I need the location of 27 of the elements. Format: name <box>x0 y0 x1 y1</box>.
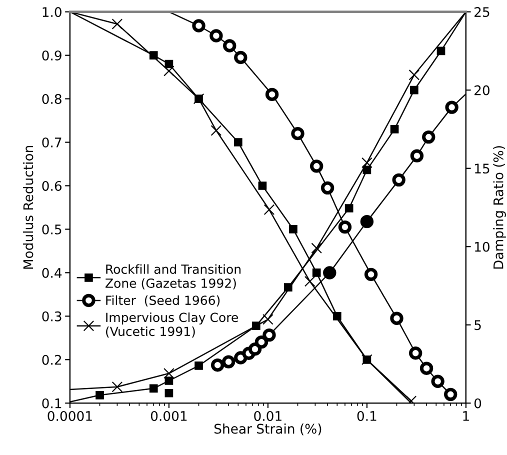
y-tick-label: 0.8 <box>42 94 62 104</box>
legend-label: Filter (Seed 1966) <box>106 295 220 306</box>
y2-tick-label: 15 <box>475 164 490 174</box>
x-axis-title: Shear Strain (%) <box>214 424 322 436</box>
x-tick-label: 0.001 <box>150 411 187 421</box>
x-tick-label: 1 <box>463 411 469 421</box>
y-tick-label: 0.5 <box>42 224 62 234</box>
y2-tick-label: 20 <box>474 85 490 96</box>
y-tick-label: 0.3 <box>42 311 62 322</box>
y2-tick-label: 0 <box>474 398 482 408</box>
y2-tick-label: 25 <box>474 7 490 18</box>
y-tick-label: 0.9 <box>42 50 62 61</box>
y-tick-label: 0.2 <box>42 354 62 365</box>
y2-tick-label: 10 <box>475 242 490 252</box>
legend-label: Rockfill and Transition Zone (Gazetas 1992) <box>106 264 241 290</box>
y2-axis-title: Damping Ratio (%) <box>493 146 506 269</box>
y-tick-label: 0.1 <box>42 398 62 408</box>
y2-tick-label: 5 <box>474 320 481 330</box>
y-tick-label: 0.6 <box>42 180 62 191</box>
y-tick-label: 0.4 <box>42 268 62 278</box>
y-tick-label: 0.7 <box>42 137 62 148</box>
x-tick-label: 0.0001 <box>48 411 92 421</box>
y-tick-label: 1.0 <box>42 7 62 18</box>
x-tick-label: 0.1 <box>357 411 376 421</box>
x-tick-label: 0.01 <box>254 411 282 421</box>
legend-label: Impervious Clay Core (Vucetic 1991) <box>106 312 238 338</box>
y-axis-title: Modulus Reduction <box>23 146 34 269</box>
